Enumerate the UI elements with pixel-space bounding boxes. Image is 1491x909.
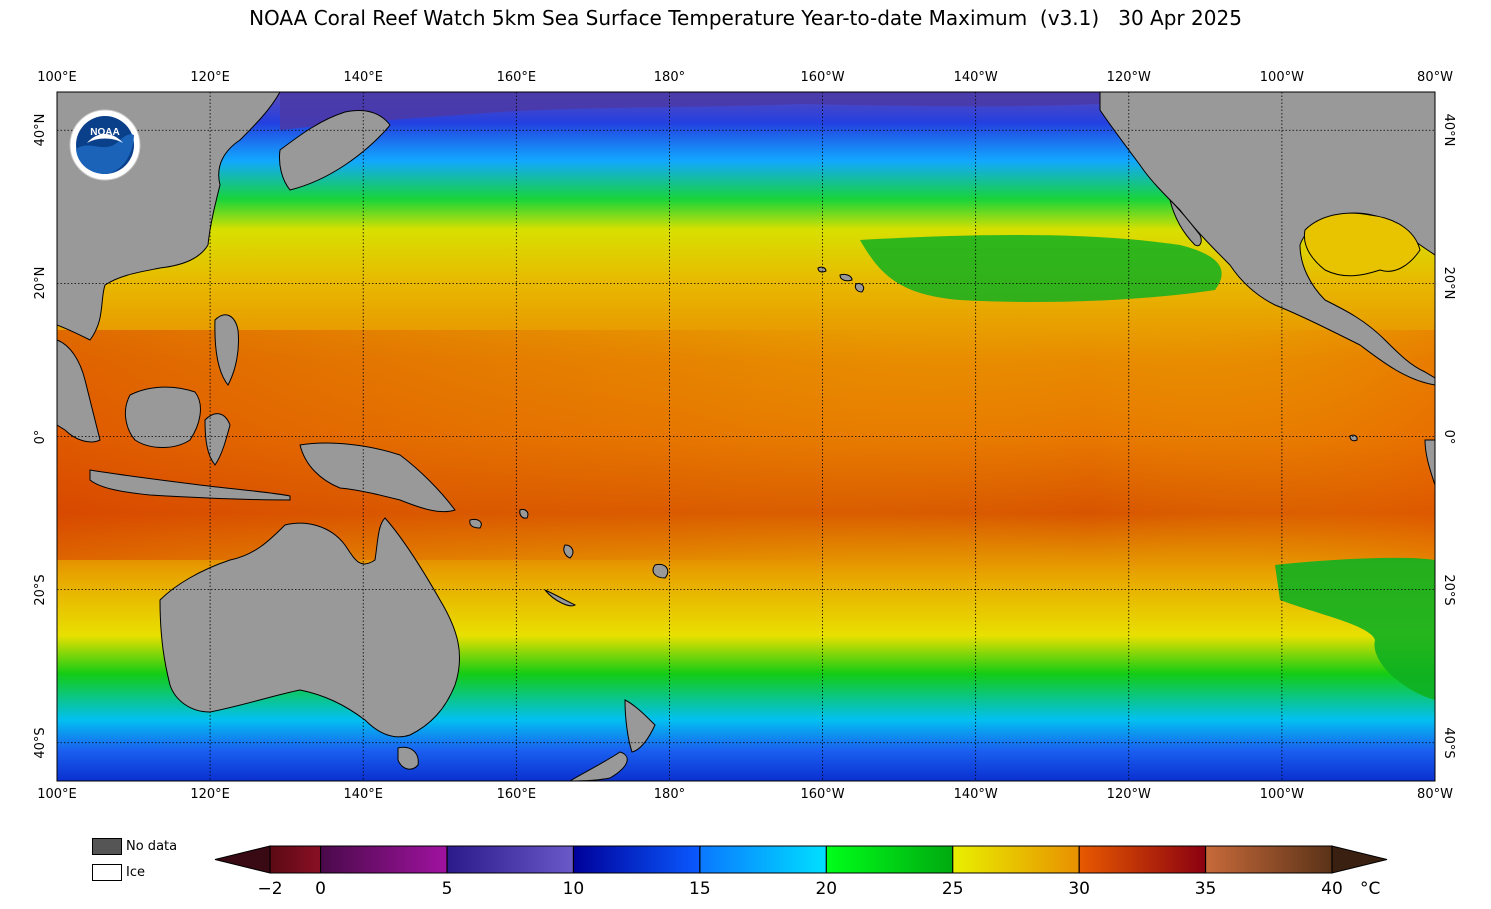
lat-tick-label-left: 20°N bbox=[33, 266, 48, 300]
lat-tick-label-left: 40°N bbox=[33, 113, 48, 147]
graticule bbox=[57, 92, 1435, 781]
lat-tick-label-right: 40°S bbox=[1441, 727, 1456, 759]
colorbar-tick-label: 20 bbox=[815, 879, 838, 899]
lon-tick-label-bottom: 120°E bbox=[190, 787, 230, 802]
logo-text: NOAA bbox=[90, 127, 119, 138]
lon-tick-label-top: 120°E bbox=[190, 70, 230, 85]
lon-tick-label-bottom: 80°W bbox=[1417, 787, 1453, 802]
colorbar-segment bbox=[952, 846, 1080, 873]
lon-tick-label-bottom: 120°W bbox=[1106, 787, 1151, 802]
land-new-zealand-north bbox=[624, 699, 656, 753]
colorbar-tick-label: 35 bbox=[1194, 879, 1217, 899]
logo-gull bbox=[87, 134, 123, 143]
lon-tick-label-bottom: 160°E bbox=[496, 787, 537, 802]
land-indochina bbox=[57, 339, 101, 443]
colorbar-segment bbox=[320, 846, 447, 873]
map-frame bbox=[56, 91, 1436, 782]
land bbox=[57, 92, 1435, 781]
lon-tick-label-bottom: 160°W bbox=[800, 787, 845, 802]
lon-tick-label-top: 120°W bbox=[1106, 70, 1151, 85]
land-hawaii bbox=[817, 266, 865, 293]
lat-tick-label-right: 0° bbox=[1441, 429, 1456, 444]
land-java bbox=[89, 469, 291, 501]
colorbar-tick-label: 0 bbox=[315, 879, 326, 899]
lon-tick-label-bottom: 140°W bbox=[953, 787, 998, 802]
lon-tick-label-top: 140°E bbox=[343, 70, 383, 85]
land-tasmania bbox=[397, 746, 419, 770]
colorbar-over-arrow bbox=[1331, 845, 1388, 874]
colorbar-unit: °C bbox=[1360, 879, 1381, 899]
colorbar-segment bbox=[447, 846, 574, 873]
land-new-guinea bbox=[299, 442, 456, 513]
lon-tick-label-top: 80°W bbox=[1417, 70, 1453, 85]
gulf-of-mexico bbox=[1303, 212, 1421, 277]
lon-tick-label-top: 160°W bbox=[800, 70, 845, 85]
land-baja bbox=[1169, 198, 1202, 247]
colorbar-tick-label: 15 bbox=[689, 879, 711, 899]
colorbar bbox=[214, 845, 1388, 874]
lon-tick-label-top: 100°E bbox=[37, 70, 77, 85]
cool-tongue-north bbox=[860, 235, 1222, 302]
land-philippines bbox=[214, 314, 239, 386]
lat-tick-label-right: 20°S bbox=[1441, 573, 1456, 606]
lon-tick-label-top: 180° bbox=[653, 70, 686, 85]
legend-no-data-swatch bbox=[92, 838, 122, 855]
land-islands bbox=[469, 509, 669, 607]
lon-tick-label-top: 140°W bbox=[953, 70, 998, 85]
legend-no-data-label: No data bbox=[126, 839, 178, 854]
land-galapagos bbox=[1349, 434, 1358, 442]
cold-band-north bbox=[280, 92, 1100, 130]
lat-tick-label-left: 40°S bbox=[33, 727, 48, 759]
colorbar-tick-label: 40 bbox=[1321, 879, 1343, 899]
warm-pool-overlay bbox=[57, 330, 1435, 560]
lon-tick-label-top: 100°W bbox=[1259, 70, 1304, 85]
colorbar-segment bbox=[1205, 846, 1332, 873]
logo-lower-wave bbox=[76, 134, 134, 174]
lon-tick-label-bottom: 100°E bbox=[37, 787, 77, 802]
noaa-logo: NOAA bbox=[69, 109, 141, 181]
colorbar-segment bbox=[699, 846, 827, 873]
colorbar-under-arrow bbox=[214, 845, 271, 874]
colorbar-segment bbox=[826, 846, 953, 873]
land-south-america bbox=[1424, 439, 1435, 486]
lat-tick-label-left: 0° bbox=[33, 429, 48, 444]
colorbar-tick-label: 10 bbox=[562, 879, 585, 899]
colorbar-tick-label: 30 bbox=[1068, 879, 1090, 899]
colorbar-segment bbox=[1079, 846, 1206, 873]
legend-ice-label: Ice bbox=[126, 865, 145, 880]
lat-tick-label-right: 40°N bbox=[1441, 113, 1456, 147]
colorbar-tick-label: 25 bbox=[941, 879, 964, 899]
land-borneo bbox=[124, 386, 201, 448]
colorbar-tick-label: 5 bbox=[441, 879, 453, 899]
lon-tick-label-bottom: 180° bbox=[653, 787, 686, 802]
colorbar-tick-label: −2 bbox=[257, 879, 283, 899]
cool-tongue-south bbox=[1275, 557, 1435, 700]
lat-tick-label-left: 20°S bbox=[33, 573, 48, 606]
colorbar-segment bbox=[270, 846, 321, 873]
land-australia bbox=[159, 517, 461, 738]
lon-tick-label-bottom: 100°W bbox=[1259, 787, 1304, 802]
lon-tick-label-top: 160°E bbox=[496, 70, 537, 85]
lat-tick-label-right: 20°N bbox=[1441, 266, 1456, 300]
colorbar-segment bbox=[573, 846, 700, 873]
lon-tick-label-bottom: 140°E bbox=[343, 787, 383, 802]
legend-ice-swatch bbox=[92, 864, 122, 881]
map-title: NOAA Coral Reef Watch 5km Sea Surface Te… bbox=[249, 6, 1242, 30]
land-sulawesi bbox=[204, 413, 231, 466]
